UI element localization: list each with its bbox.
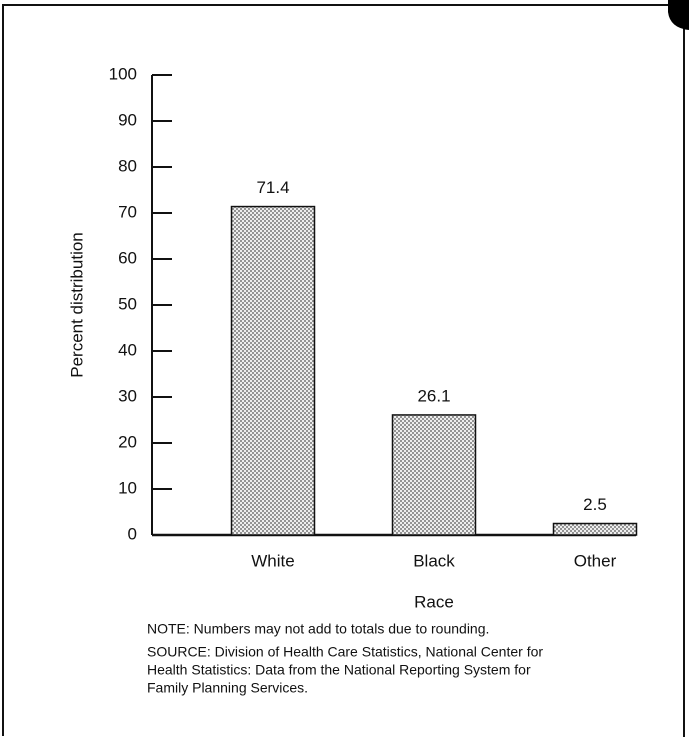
data-label: 71.4 bbox=[256, 178, 289, 197]
data-label: 2.5 bbox=[583, 495, 607, 514]
y-tick-label: 80 bbox=[118, 156, 137, 175]
x-tick-label: Black bbox=[413, 551, 455, 570]
y-axis-label: Percent distribution bbox=[67, 232, 86, 378]
y-tick-label: 60 bbox=[118, 248, 137, 267]
x-tick-label: Other bbox=[574, 551, 617, 570]
y-tick-label: 90 bbox=[118, 110, 137, 129]
y-tick-label: 50 bbox=[118, 294, 137, 313]
y-tick-label: 0 bbox=[128, 524, 137, 543]
data-label: 26.1 bbox=[417, 386, 450, 405]
note: NOTE: Numbers may not add to totals due … bbox=[147, 621, 489, 637]
frame bbox=[2, 4, 672, 736]
y-tick-label: 100 bbox=[109, 64, 137, 83]
corner-mark bbox=[668, 0, 689, 30]
bar bbox=[552, 522, 638, 536]
bar bbox=[230, 205, 316, 536]
y-tick-label: 20 bbox=[118, 432, 137, 451]
x-tick-label: White bbox=[251, 551, 294, 570]
y-tick-label: 40 bbox=[118, 340, 137, 359]
y-tick-label: 70 bbox=[118, 202, 137, 221]
source: Family Planning Services. bbox=[147, 680, 308, 696]
x-axis-label: Race bbox=[414, 592, 454, 611]
y-tick-label: 10 bbox=[118, 478, 137, 497]
bar bbox=[391, 414, 477, 536]
y-tick-label: 30 bbox=[118, 386, 137, 405]
source: SOURCE: Division of Health Care Statisti… bbox=[147, 644, 543, 660]
source: Health Statistics: Data from the Nationa… bbox=[147, 662, 531, 678]
